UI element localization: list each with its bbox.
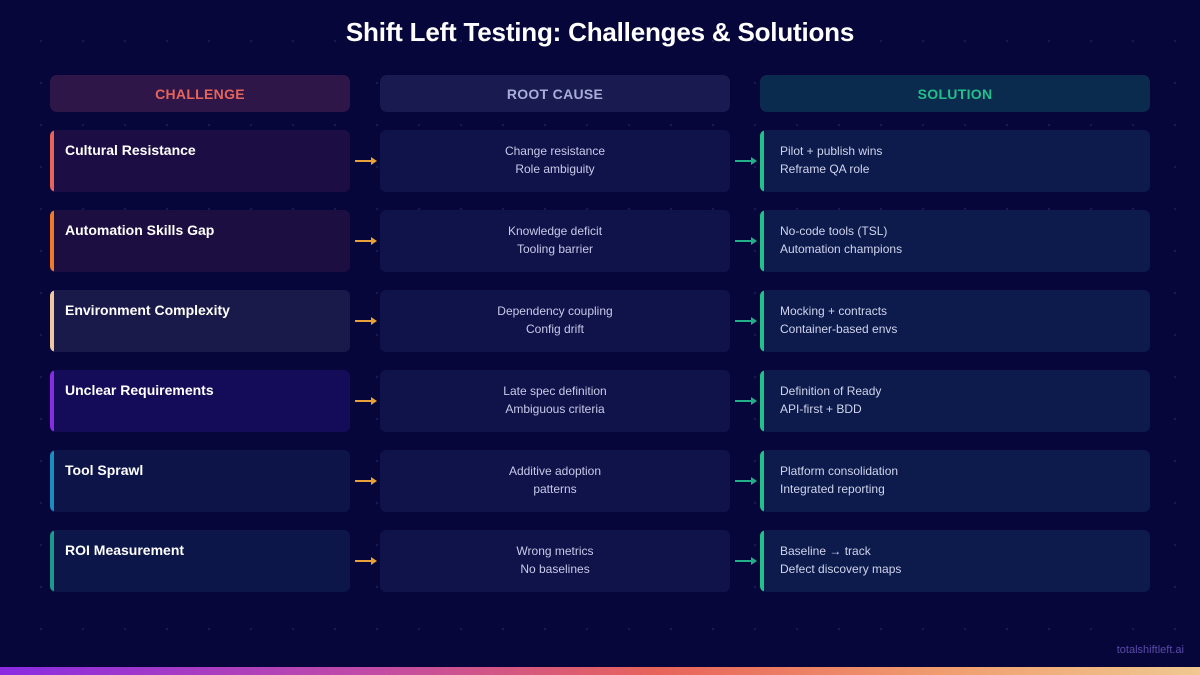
challenge-row: ROI Measurement Wrong metrics No baselin…	[0, 530, 1200, 592]
solution-accent-bar	[760, 130, 764, 192]
arrow-right-icon	[735, 477, 757, 485]
challenge-card: Automation Skills Gap	[50, 210, 350, 272]
root-cause-card: Change resistance Role ambiguity	[380, 130, 730, 192]
root-cause-card: Knowledge deficit Tooling barrier	[380, 210, 730, 272]
solution-line: Defect discovery maps	[780, 562, 902, 576]
solution-line: No-code tools (TSL)	[780, 224, 888, 238]
root-cause-column-header: ROOT CAUSE	[380, 75, 730, 112]
solution-line: Platform consolidation	[780, 464, 899, 478]
challenge-accent-bar	[50, 130, 54, 192]
challenge-row: Automation Skills Gap Knowledge deficit …	[0, 210, 1200, 272]
challenge-label: Cultural Resistance	[65, 142, 196, 158]
solution-accent-bar	[760, 530, 764, 592]
page-title: Shift Left Testing: Challenges & Solutio…	[345, 17, 855, 47]
challenge-label: Tool Sprawl	[65, 462, 144, 478]
arrow-right-icon	[735, 557, 757, 565]
challenge-card: Environment Complexity	[50, 290, 350, 352]
arrow-right-icon	[735, 157, 757, 165]
challenge-card: Unclear Requirements	[50, 370, 350, 432]
challenge-row: Cultural Resistance Change resistance Ro…	[0, 130, 1200, 192]
root-cause-line: patterns	[533, 482, 577, 496]
arrow-right-icon	[355, 477, 377, 485]
solution-line: Mocking + contracts	[780, 304, 888, 318]
solution-line: Pilot + publish wins	[780, 144, 883, 158]
solution-text: Baseline → track Defect discovery maps	[780, 542, 901, 578]
root-cause-line: Late spec definition	[503, 384, 607, 398]
solution-accent-bar	[760, 210, 764, 272]
gradient-footer-bar	[0, 667, 1200, 675]
root-cause-line: Config drift	[525, 322, 585, 336]
solution-line: Integrated reporting	[780, 482, 885, 496]
challenge-card: Cultural Resistance	[50, 130, 350, 192]
arrow-right-icon	[355, 557, 377, 565]
solution-card: Mocking + contracts Container-based envs	[760, 290, 1150, 352]
challenge-accent-bar	[50, 450, 54, 512]
solution-card: Platform consolidation Integrated report…	[760, 450, 1150, 512]
solution-line: Reframe QA role	[780, 162, 870, 176]
challenge-card: Tool Sprawl	[50, 450, 350, 512]
solution-text: No-code tools (TSL) Automation champions	[780, 222, 902, 258]
solution-line: Definition of Ready	[780, 384, 882, 398]
solution-column-header: SOLUTION	[760, 75, 1150, 112]
solution-accent-bar	[760, 290, 764, 352]
challenge-label: Automation Skills Gap	[65, 222, 215, 238]
challenge-accent-bar	[50, 370, 54, 432]
challenge-row: Environment Complexity Dependency coupli…	[0, 290, 1200, 352]
solution-card: No-code tools (TSL) Automation champions	[760, 210, 1150, 272]
challenge-row: Unclear Requirements Late spec definitio…	[0, 370, 1200, 432]
root-cause-line: Wrong metrics	[516, 544, 594, 558]
root-cause-card: Wrong metrics No baselines	[380, 530, 730, 592]
solution-card: Definition of Ready API-first + BDD	[760, 370, 1150, 432]
root-cause-line: Additive adoption	[508, 464, 602, 478]
root-cause-card: Additive adoption patterns	[380, 450, 730, 512]
challenge-row: Tool Sprawl Additive adoption patterns P…	[0, 450, 1200, 512]
solution-text: Pilot + publish wins Reframe QA role	[780, 142, 882, 178]
solution-line: API-first + BDD	[780, 402, 862, 416]
challenge-accent-bar	[50, 210, 54, 272]
solution-line: Baseline → track	[780, 544, 871, 558]
root-cause-line: Role ambiguity	[515, 162, 595, 176]
solution-text: Mocking + contracts Container-based envs	[780, 302, 897, 338]
root-cause-line: Knowledge deficit	[507, 224, 603, 238]
solution-accent-bar	[760, 450, 764, 512]
arrow-right-icon	[735, 317, 757, 325]
challenge-label: ROI Measurement	[65, 542, 185, 558]
root-cause-line: No baselines	[520, 562, 590, 576]
arrow-right-icon	[735, 237, 757, 245]
root-cause-line: Tooling barrier	[516, 242, 594, 256]
solution-card: Pilot + publish wins Reframe QA role	[760, 130, 1150, 192]
challenge-column-header: CHALLENGE	[50, 75, 350, 112]
solution-accent-bar	[760, 370, 764, 432]
brand-watermark: totalshiftleft.ai	[1116, 644, 1184, 656]
solution-card: Baseline → track Defect discovery maps	[760, 530, 1150, 592]
solution-line: Container-based envs	[780, 322, 898, 336]
challenge-card: ROI Measurement	[50, 530, 350, 592]
arrow-right-icon	[355, 237, 377, 245]
root-cause-card: Dependency coupling Config drift	[380, 290, 730, 352]
root-cause-line: Ambiguous criteria	[505, 402, 605, 416]
challenge-label: Unclear Requirements	[65, 382, 214, 398]
challenge-accent-bar	[50, 530, 54, 592]
arrow-right-icon	[735, 397, 757, 405]
arrow-right-icon	[355, 397, 377, 405]
challenge-label: Environment Complexity	[65, 302, 230, 318]
root-cause-line: Dependency coupling	[497, 304, 613, 318]
challenge-accent-bar	[50, 290, 54, 352]
root-cause-line: Change resistance	[504, 144, 606, 158]
solution-text: Platform consolidation Integrated report…	[780, 462, 898, 498]
solution-line: Automation champions	[780, 242, 903, 256]
solution-text: Definition of Ready API-first + BDD	[780, 382, 881, 418]
root-cause-card: Late spec definition Ambiguous criteria	[380, 370, 730, 432]
arrow-right-icon	[355, 317, 377, 325]
arrow-right-icon	[355, 157, 377, 165]
